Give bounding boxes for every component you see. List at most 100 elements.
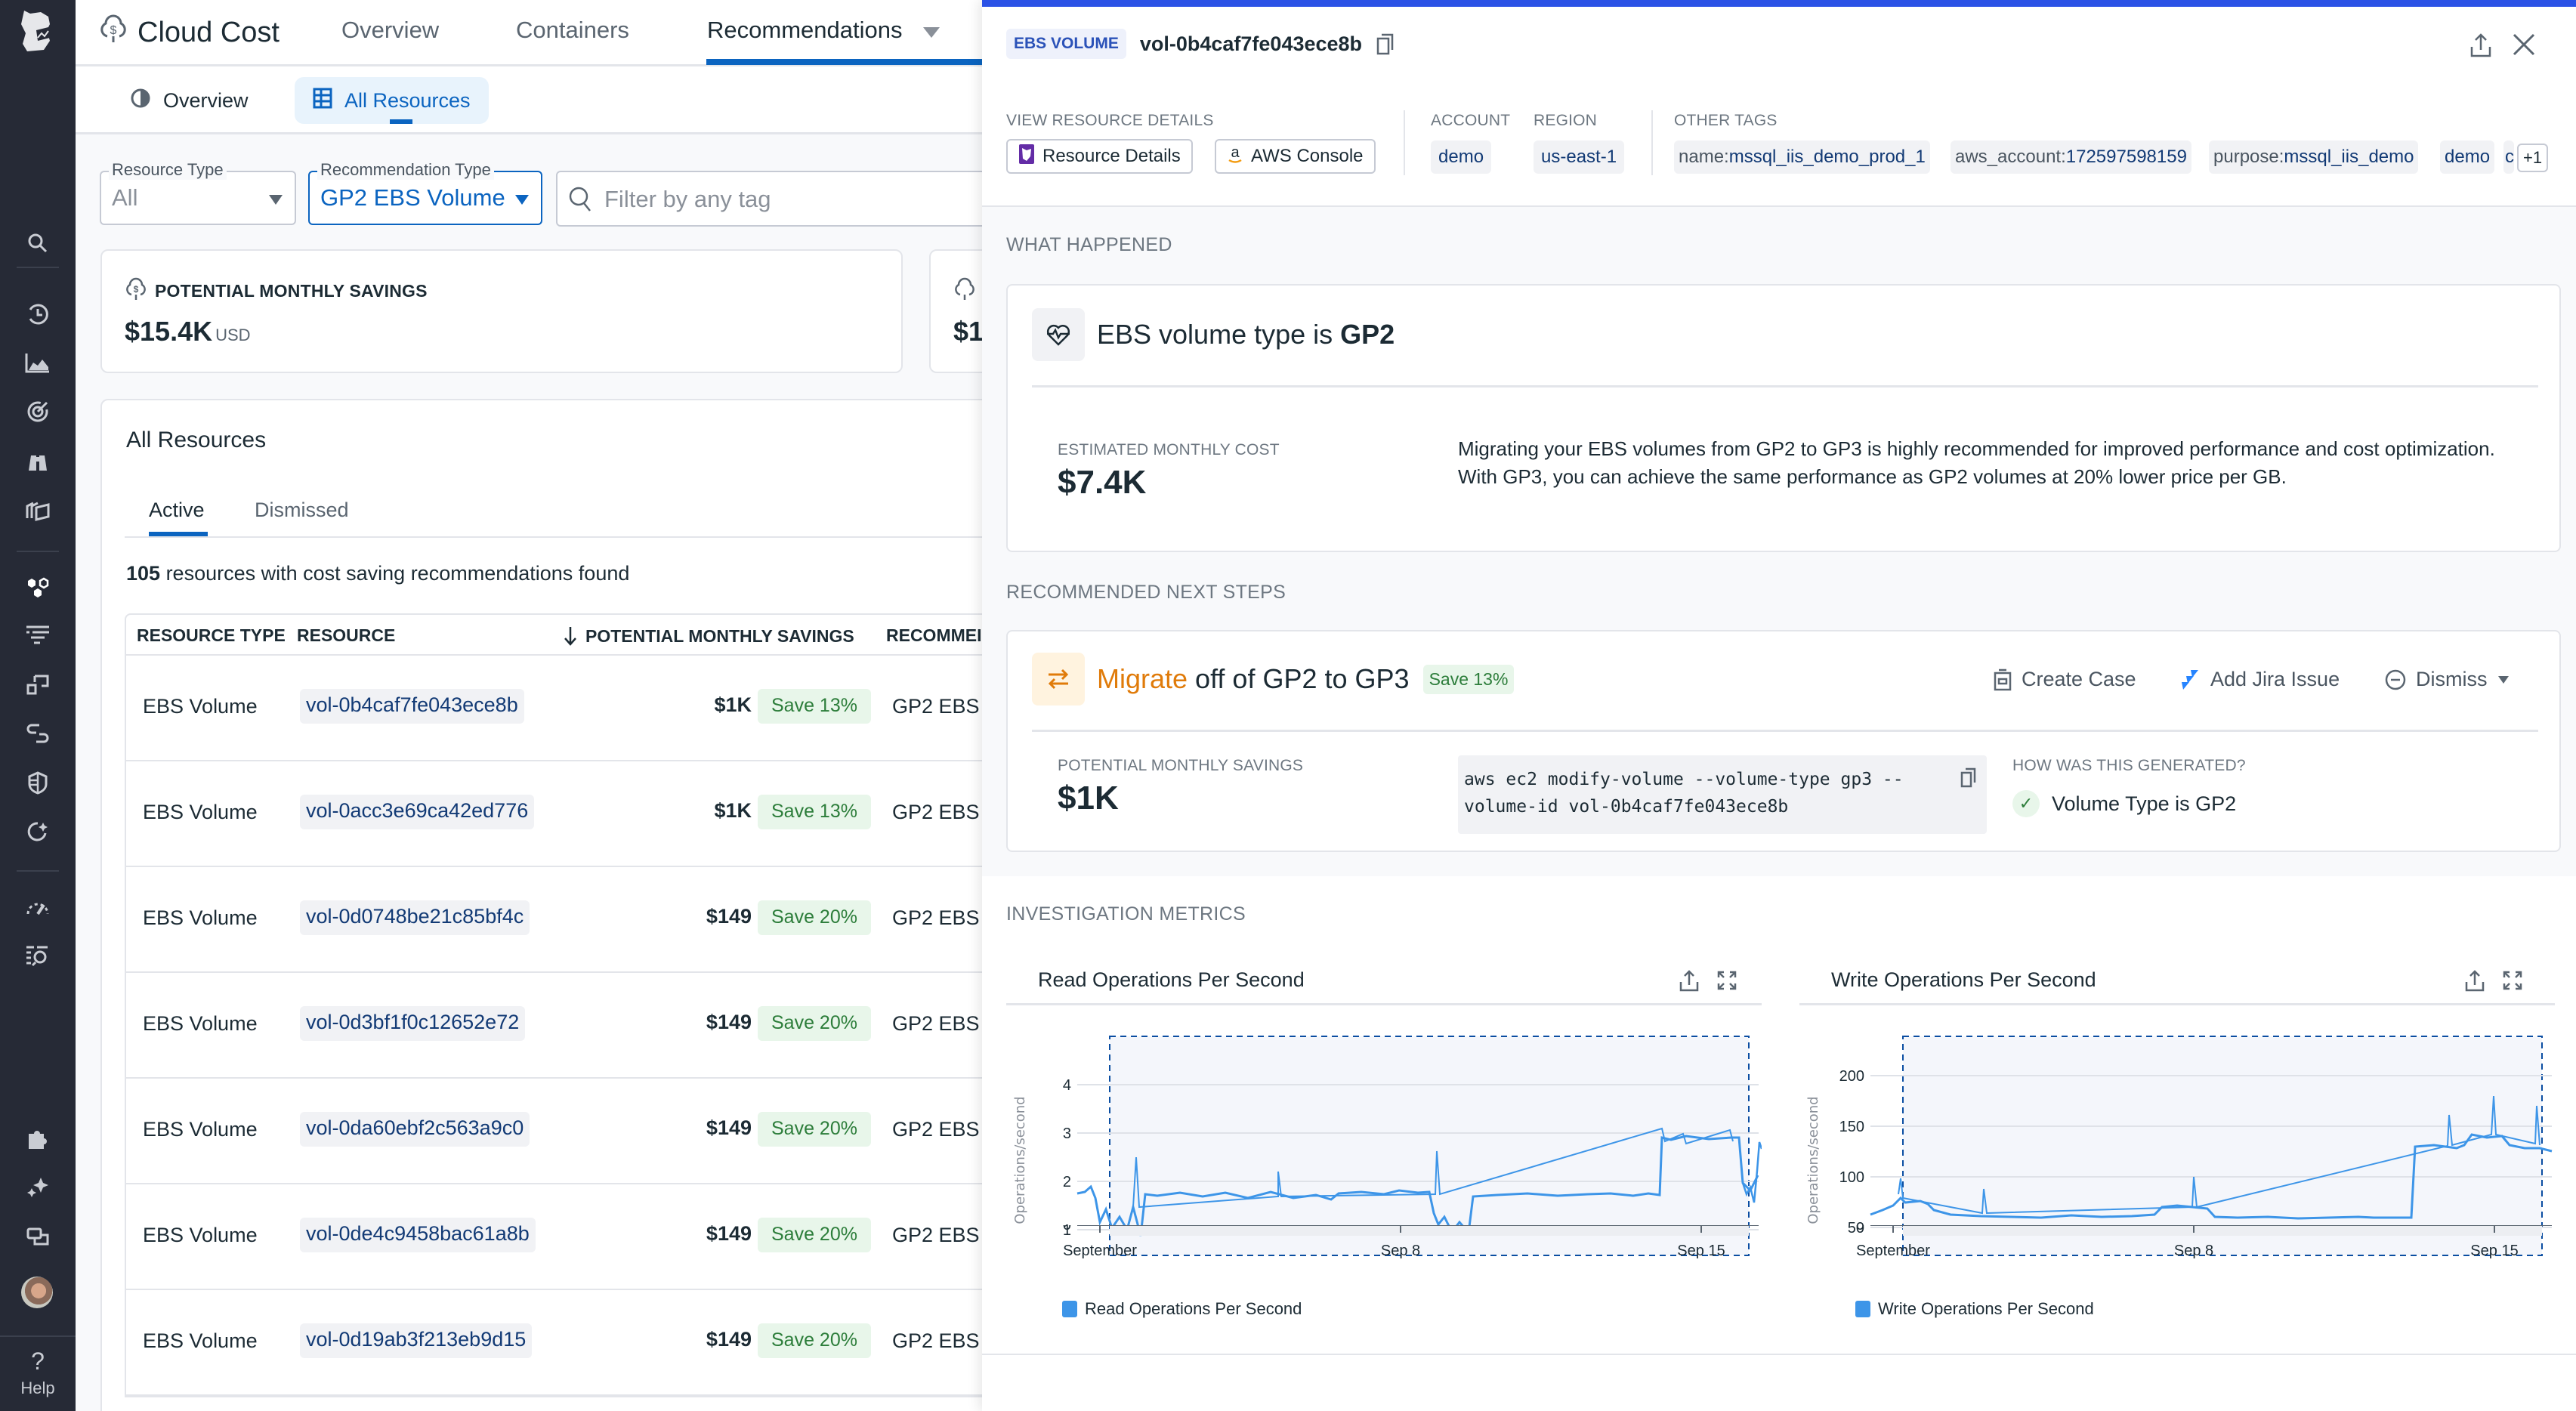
button-label: Dismiss (2416, 668, 2488, 690)
create-case-button[interactable]: Create Case (1993, 668, 2136, 691)
hexagons-icon[interactable] (23, 573, 53, 603)
user-avatar[interactable] (21, 1277, 53, 1308)
aws-console-button[interactable]: a AWS Console (1215, 139, 1376, 174)
table-row[interactable]: EBS Volume vol-0da60ebf2c563a9c0 $149 Sa… (126, 1079, 982, 1184)
read-ops-line-chart[interactable]: 4 3 2 1 Operations/second (1006, 1009, 1762, 1266)
speedometer-icon[interactable] (23, 891, 53, 922)
resource-details-button[interactable]: Resource Details (1006, 139, 1193, 174)
table-row[interactable]: EBS Volume vol-0b4caf7fe043ece8b $1K Sav… (126, 656, 982, 761)
tag-chip-truncated[interactable]: c (2503, 140, 2514, 174)
minus-circle-icon (2385, 669, 2406, 690)
column-header-recommendation[interactable]: RECOMMEI (886, 625, 982, 645)
pie-chart-icon (130, 88, 151, 114)
cell-savings: $149 (706, 1328, 752, 1351)
recommendation-type-select[interactable]: Recommendation Type GP2 EBS Volume (308, 160, 542, 225)
expand-icon[interactable] (1716, 968, 1737, 993)
app-title[interactable]: $ Cloud Cost (98, 14, 280, 51)
resource-type-select[interactable]: Resource Type All (100, 160, 296, 225)
export-icon[interactable] (1679, 968, 1700, 993)
tab-active[interactable]: Active (149, 499, 205, 521)
column-header-savings[interactable]: POTENTIAL MONTHLY SAVINGS (563, 625, 854, 647)
write-ops-line-chart[interactable]: 200 150 100 50 Operations/second (1799, 1009, 2555, 1266)
log-search-icon[interactable] (23, 940, 53, 971)
copy-icon[interactable] (1376, 32, 1395, 56)
close-icon[interactable] (2511, 32, 2537, 57)
panel-header: EBS VOLUME vol-0b4caf7fe043ece8b (1006, 29, 1395, 59)
table-row[interactable]: EBS Volume vol-0acc3e69ca42ed776 $1K Sav… (126, 761, 982, 867)
tag-chip[interactable]: name:mssql_iis_demo_prod_1 (1674, 140, 1930, 174)
kpi-value: $15.4K USD (125, 316, 251, 347)
tab-recommendations[interactable]: Recommendations (707, 17, 903, 43)
tag-chip[interactable]: aws_account:172597598159 (1951, 140, 2191, 174)
chart-legend[interactable]: Read Operations Per Second (1062, 1299, 1302, 1319)
layers-icon[interactable] (23, 495, 53, 525)
table-row[interactable]: EBS Volume vol-0de4c9458bac61a8b $149 Sa… (126, 1184, 982, 1290)
help-button[interactable]: ? Help (0, 1335, 76, 1411)
squares-icon[interactable] (23, 669, 53, 699)
tag-chip[interactable]: purpose:mssql_iis_demo (2209, 140, 2419, 174)
puzzle-icon[interactable] (23, 1124, 53, 1154)
subtab-overview[interactable]: Overview (112, 77, 267, 124)
chart-area-icon[interactable] (23, 347, 53, 378)
tag-value: mssql_iis_demo_prod_1 (1728, 147, 1926, 167)
add-jira-issue-button[interactable]: Add Jira Issue (2180, 668, 2340, 691)
resource-link[interactable]: vol-0d3bf1f0c12652e72 (300, 1006, 526, 1041)
binoculars-icon[interactable] (23, 446, 53, 476)
resource-link[interactable]: vol-0acc3e69ca42ed776 (300, 795, 535, 829)
cloud-dollar-icon: $ (98, 14, 128, 51)
copy-icon[interactable] (1960, 766, 1978, 797)
column-header-resource[interactable]: RESOURCE (297, 625, 396, 645)
sparkle-clock-icon[interactable] (23, 817, 53, 847)
loop-icon[interactable] (23, 718, 53, 749)
shield-icon[interactable] (23, 767, 53, 798)
tab-containers[interactable]: Containers (516, 17, 629, 43)
subtab-all-resources[interactable]: All Resources (295, 77, 489, 124)
column-header-resource-type[interactable]: RESOURCE TYPE (137, 625, 286, 645)
search-icon[interactable] (23, 228, 53, 258)
table-row[interactable]: EBS Volume vol-0d0748be21c85bf4c $149 Sa… (126, 867, 982, 973)
table-row[interactable]: EBS Volume vol-0d19ab3f213eb9d15 $149 Sa… (126, 1290, 982, 1396)
dismiss-dropdown[interactable]: Dismiss (2384, 668, 2510, 691)
resource-link[interactable]: vol-0b4caf7fe043ece8b (300, 689, 524, 724)
cli-command[interactable]: aws ec2 modify-volume --volume-type gp3 … (1458, 755, 1987, 834)
resource-link[interactable]: vol-0de4c9458bac61a8b (300, 1218, 536, 1252)
cell-resource-type: EBS Volume (143, 695, 258, 718)
recommendations-caret-icon[interactable] (923, 27, 940, 38)
tag-chip[interactable]: demo (2440, 140, 2495, 174)
region-tag[interactable]: us-east-1 (1534, 140, 1625, 174)
tag-filter-input[interactable] (604, 183, 982, 216)
legend-swatch (1855, 1301, 1870, 1317)
sparkles-icon[interactable] (23, 1172, 53, 1203)
more-tags-button[interactable]: +1 (2517, 144, 2549, 172)
tag-filter-search[interactable] (556, 171, 982, 227)
sort-down-icon (564, 627, 576, 646)
export-icon[interactable] (2464, 968, 2485, 993)
share-icon[interactable] (2469, 32, 2493, 59)
resource-link[interactable]: vol-0d0748be21c85bf4c (300, 900, 530, 935)
resource-link[interactable]: vol-0da60ebf2c563a9c0 (300, 1112, 530, 1147)
chart-legend[interactable]: Write Operations Per Second (1855, 1299, 2094, 1319)
app-title-text: Cloud Cost (137, 16, 280, 48)
datadog-logo-icon[interactable] (14, 5, 62, 53)
windows-icon[interactable] (23, 1221, 53, 1252)
account-tag[interactable]: demo (1431, 140, 1492, 174)
next-steps-label: RECOMMENDED NEXT STEPS (1006, 582, 1286, 603)
resource-link[interactable]: vol-0d19ab3f213eb9d15 (300, 1323, 533, 1358)
save-badge: Save 20% (758, 1006, 871, 1041)
region-label: REGION (1534, 112, 1598, 129)
legend-swatch (1062, 1301, 1077, 1317)
history-icon[interactable] (23, 299, 53, 329)
save-badge: Save 20% (758, 900, 871, 935)
expand-icon[interactable] (2502, 968, 2523, 993)
svg-text:$: $ (134, 284, 139, 295)
table-row[interactable]: EBS Volume vol-0d3bf1f0c12652e72 $149 Sa… (126, 973, 982, 1079)
save-badge: Save 20% (758, 1323, 871, 1358)
target-icon[interactable] (23, 397, 53, 427)
tab-dismissed[interactable]: Dismissed (255, 499, 349, 521)
cloud-dollar-icon: $ (125, 276, 147, 305)
filter-lines-icon[interactable] (23, 619, 53, 650)
tab-overview[interactable]: Overview (341, 17, 440, 43)
cell-recommendation: GP2 EBS V (892, 1224, 982, 1246)
account-label: ACCOUNT (1431, 112, 1511, 129)
table-icon (313, 88, 332, 114)
